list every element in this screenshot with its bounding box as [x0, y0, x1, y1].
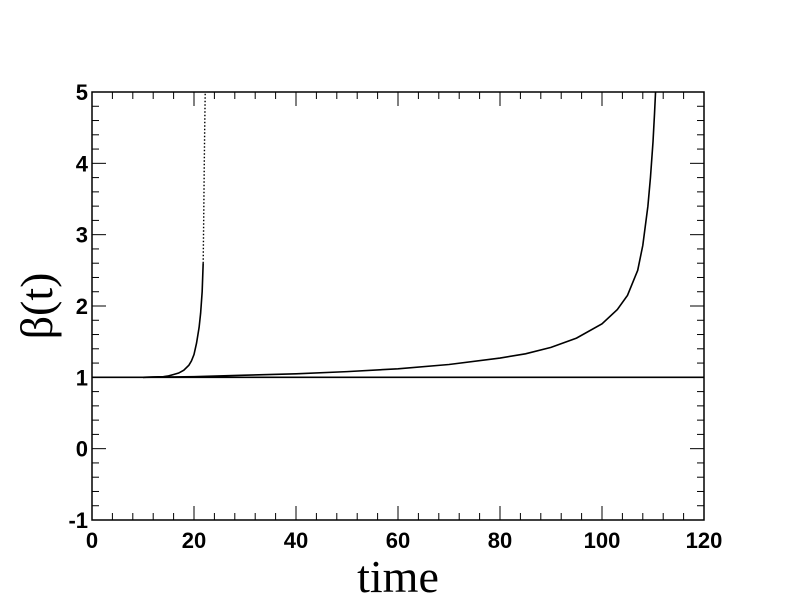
series-line-4: [142, 91, 657, 379]
series-line-3: [202, 91, 206, 264]
x-tick-label: 40: [284, 528, 308, 553]
x-tick-labels: 0 20 40 60 80 100 120: [86, 528, 722, 553]
x-tick-label: 0: [86, 528, 98, 553]
y-axis-title: β(t): [11, 273, 62, 340]
y-tick-label: 3: [76, 223, 88, 248]
y-tick-labels: -1 0 1 2 3 4 5: [68, 80, 88, 533]
y-tick-label: 4: [76, 151, 89, 176]
y-tick-label: -1: [68, 508, 88, 533]
y-tick-label: 1: [76, 365, 88, 390]
x-tick-label: 20: [182, 528, 206, 553]
x-tick-label: 80: [488, 528, 512, 553]
x-tick-label: 60: [386, 528, 410, 553]
axis-ticks: [91, 91, 705, 521]
x-tick-label: 100: [584, 528, 621, 553]
y-tick-label: 2: [76, 294, 88, 319]
series-group: [92, 91, 704, 379]
y-tick-label: 0: [76, 437, 88, 462]
plot-frame: [91, 91, 705, 521]
y-tick-label: 5: [76, 80, 88, 105]
x-tick-label: 120: [686, 528, 723, 553]
series-line-2: [142, 263, 204, 379]
x-axis-title: time: [357, 551, 439, 602]
